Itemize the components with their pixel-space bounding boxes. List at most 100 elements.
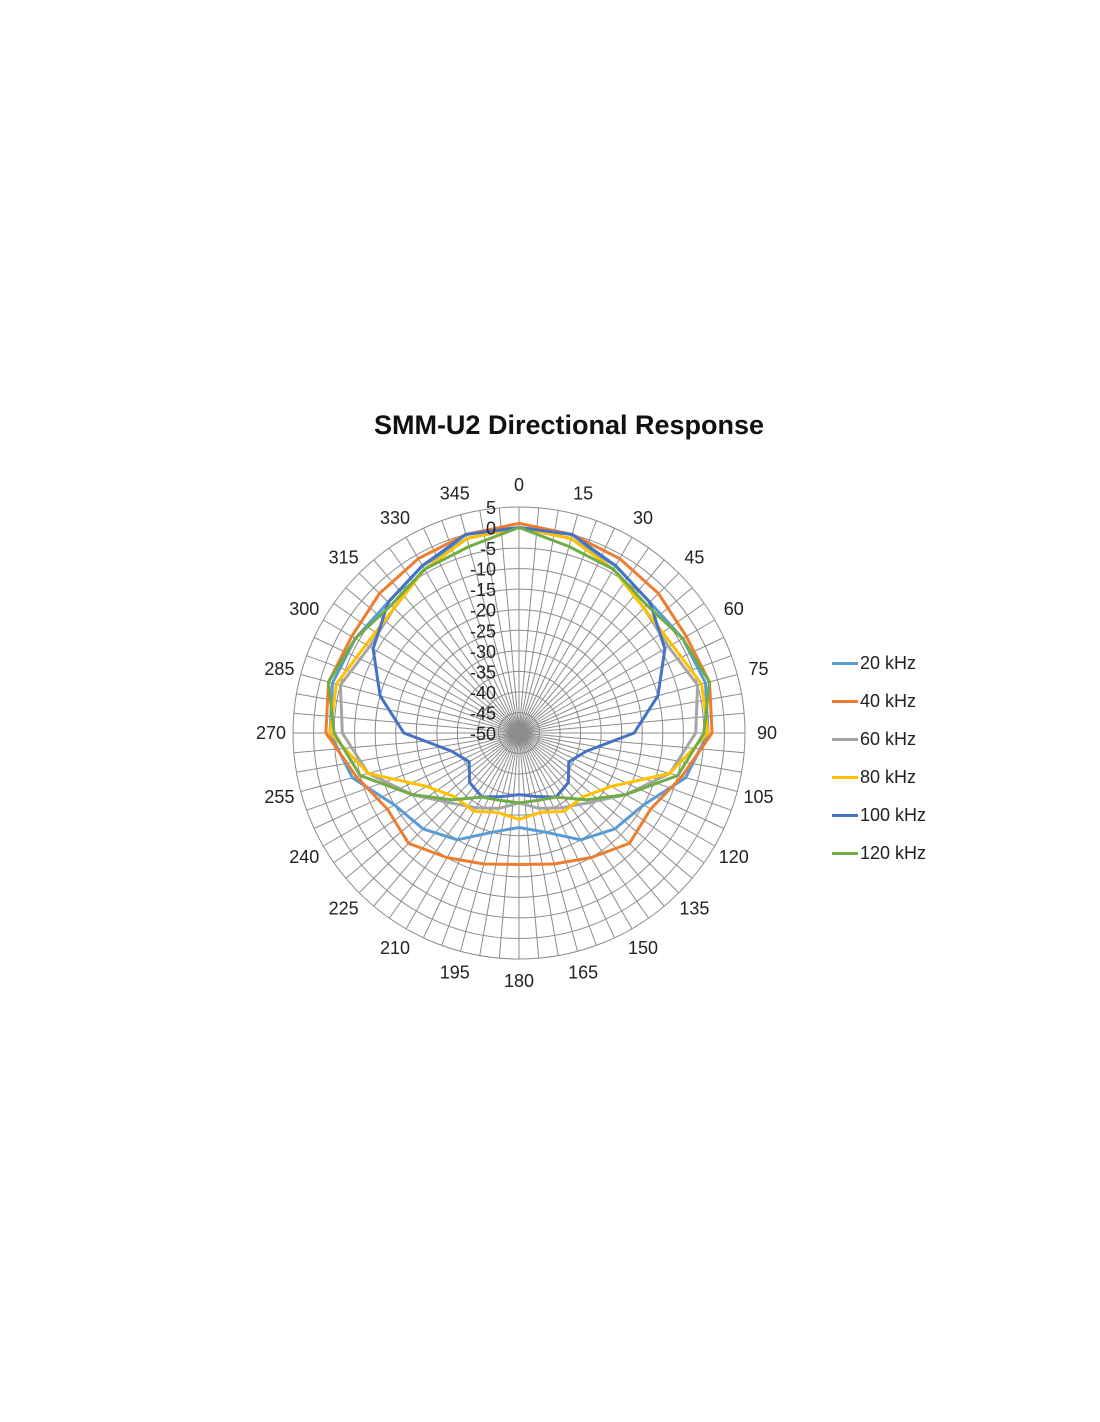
series-line (328, 526, 710, 821)
legend-item: 20 kHz (832, 644, 1032, 682)
angle-tick-label: 300 (289, 599, 319, 619)
angular-gridline (518, 520, 597, 734)
angular-gridline (300, 732, 520, 792)
angular-gridline (518, 559, 665, 734)
angular-gridline (323, 732, 520, 847)
angular-gridline (518, 732, 738, 792)
angular-gridline (518, 732, 745, 754)
angular-gridline (518, 507, 540, 734)
angular-gridline (518, 572, 680, 734)
angle-tick-label: 330 (380, 508, 410, 528)
angle-tick-label: 90 (757, 723, 777, 743)
angular-gridline (518, 732, 725, 829)
angular-gridline (479, 510, 520, 734)
legend-swatch (832, 775, 858, 779)
legend-item: 80 kHz (832, 758, 1032, 796)
angular-gridline (373, 559, 520, 734)
angular-gridline (518, 732, 715, 847)
polar-grid (292, 506, 746, 960)
legend-swatch (832, 813, 858, 817)
radial-tick-label: -35 (470, 662, 496, 682)
angle-tick-label: 180 (504, 971, 534, 991)
angle-tick-label: 210 (380, 938, 410, 958)
angle-tick-label: 75 (749, 659, 769, 679)
angular-gridline (518, 510, 559, 734)
angular-gridline (293, 732, 520, 754)
angular-gridline (405, 732, 520, 929)
legend-label: 100 kHz (860, 804, 927, 825)
radial-tick-label: 5 (486, 498, 496, 518)
angular-gridline (518, 732, 540, 959)
angular-gridline (306, 732, 520, 811)
angle-tick-label: 270 (256, 723, 286, 743)
legend-label: 60 kHz (860, 728, 917, 749)
angular-gridline (518, 655, 732, 734)
radial-tick-label: -45 (470, 703, 496, 723)
angular-gridline (358, 572, 520, 734)
angular-gridline (498, 507, 520, 734)
angle-tick-label: 30 (633, 508, 653, 528)
legend-label: 20 kHz (860, 652, 917, 673)
angular-gridline (460, 514, 520, 734)
angular-gridline (498, 732, 520, 959)
radial-tick-label: -15 (470, 580, 496, 600)
angular-gridline (441, 732, 520, 946)
angle-tick-label: 150 (628, 938, 658, 958)
angular-gridline (518, 732, 680, 894)
legend-item: 60 kHz (832, 720, 1032, 758)
angular-gridline (333, 602, 520, 734)
legend-item: 100 kHz (832, 796, 1032, 834)
angular-gridline (518, 732, 597, 946)
series-line (327, 526, 711, 805)
legend-item: 40 kHz (832, 682, 1032, 720)
legend-label: 120 kHz (860, 842, 927, 863)
angle-tick-label: 345 (440, 483, 470, 503)
angle-tick-label: 60 (724, 599, 744, 619)
angle-tick-label: 315 (329, 548, 359, 568)
angular-gridline (345, 587, 520, 734)
radial-tick-label: -50 (470, 724, 496, 744)
legend-label: 40 kHz (860, 690, 917, 711)
series-line (324, 521, 714, 866)
angle-tick-label: 0 (514, 475, 524, 495)
angle-tick-label: 120 (719, 847, 749, 867)
angle-tick-label: 255 (264, 787, 294, 807)
angular-gridline (441, 520, 520, 734)
angular-gridline (345, 732, 520, 879)
series-line (371, 526, 667, 799)
angular-gridline (296, 732, 520, 773)
angular-gridline (518, 732, 665, 907)
angular-gridline (460, 732, 520, 952)
angular-gridline (518, 732, 559, 956)
angular-gridline (388, 732, 520, 919)
angular-gridline (518, 732, 732, 811)
angular-gridline (518, 587, 693, 734)
radial-tick-label: 0 (486, 519, 496, 539)
angular-gridline (306, 655, 520, 734)
legend-swatch (832, 737, 858, 741)
chart-title: SMM-U2 Directional Response (373, 410, 765, 440)
angle-tick-label: 195 (440, 963, 470, 983)
angular-gridline (518, 732, 693, 879)
angular-gridline (518, 732, 578, 952)
legend-item: 120 kHz (832, 834, 1032, 872)
label-layer: 0 15 30 45 60 75 90 105 120 135 150 165 180 195 210 225… (256, 475, 777, 991)
angle-tick-label: 15 (573, 483, 593, 503)
angle-tick-label: 165 (568, 963, 598, 983)
angle-tick-label: 45 (684, 548, 704, 568)
angular-gridline (518, 732, 650, 919)
angular-gridline (518, 732, 742, 773)
angular-gridline (518, 514, 578, 734)
angular-gridline (518, 732, 633, 929)
legend-swatch (832, 851, 858, 855)
radial-tick-label: -30 (470, 642, 496, 662)
legend-label: 80 kHz (860, 766, 917, 787)
angular-gridline (313, 732, 520, 829)
radial-tick-label: -10 (470, 560, 496, 580)
angular-gridline (518, 602, 705, 734)
series-layer (324, 521, 714, 866)
radial-tick-label: -40 (470, 683, 496, 703)
legend-swatch (832, 699, 858, 703)
